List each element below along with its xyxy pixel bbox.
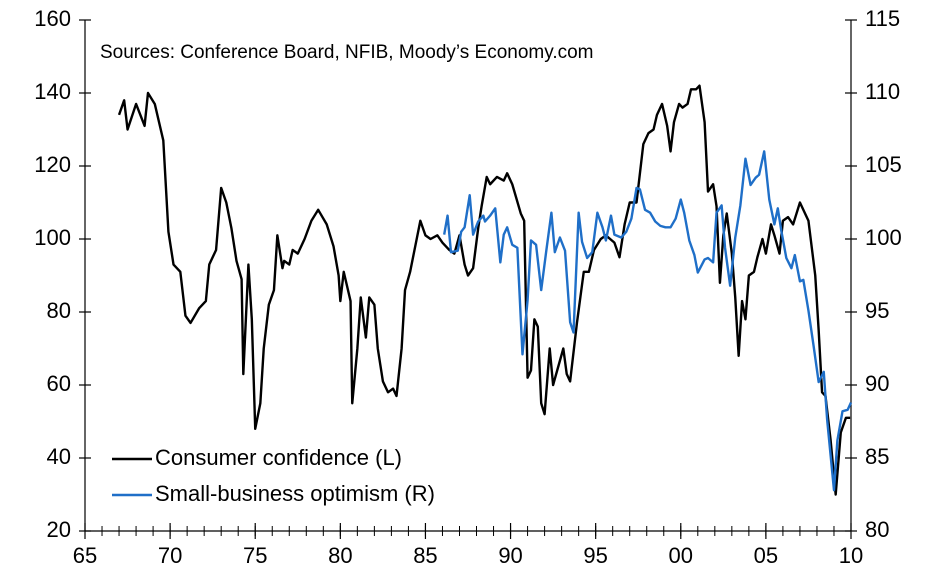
y2-tick-label: 110: [865, 79, 900, 104]
x-tick-label: 90: [498, 543, 522, 568]
x-tick-label: 95: [583, 543, 607, 568]
y-tick-label: 60: [47, 371, 71, 396]
x-tick-label: 05: [754, 543, 778, 568]
x-tick-label: 70: [158, 543, 182, 568]
x-tick-label: 10: [839, 543, 863, 568]
y2-tick-label: 95: [865, 298, 889, 323]
y-tick-label: 160: [34, 6, 71, 31]
x-tick-label: 75: [243, 543, 267, 568]
y2-tick-label: 90: [865, 371, 889, 396]
y-tick-label: 80: [47, 298, 71, 323]
y-tick-label: 40: [47, 444, 71, 469]
series-line: [442, 150, 853, 492]
x-tick-label: 85: [413, 543, 437, 568]
y2-tick-label: 100: [865, 225, 902, 250]
x-tick-label: 80: [328, 543, 352, 568]
y2-tick-label: 80: [865, 517, 889, 542]
y-tick-label: 120: [34, 152, 71, 177]
annotation: Sources: Conference Board, NFIB, Moody’s…: [100, 42, 594, 63]
y2-tick-label: 105: [865, 152, 902, 177]
y-tick-label: 100: [34, 225, 71, 250]
x-tick-label: 00: [669, 543, 693, 568]
x-tick-label: 65: [73, 543, 97, 568]
y2-tick-label: 115: [865, 6, 900, 31]
y2-tick-label: 85: [865, 444, 889, 469]
legend-label: Small-business optimism (R): [155, 481, 435, 506]
y-tick-label: 20: [47, 517, 71, 542]
y-tick-label: 140: [34, 79, 71, 104]
series-line: [117, 84, 851, 496]
legend-label: Consumer confidence (L): [155, 445, 402, 470]
